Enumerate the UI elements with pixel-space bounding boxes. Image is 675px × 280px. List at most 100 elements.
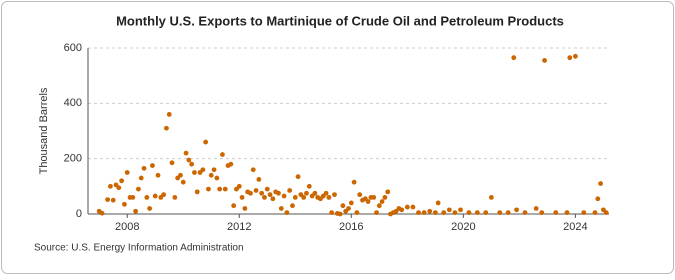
point [497,210,503,216]
x-tick-label: 2016 [339,221,363,233]
point [337,211,343,217]
point [133,208,139,214]
point [441,210,447,216]
point [301,195,307,200]
point [452,210,458,216]
point [432,210,438,216]
point [581,210,587,216]
point [446,207,452,213]
point [351,179,357,185]
point [354,210,360,216]
x-tick-label: 2020 [451,221,475,233]
point [116,185,122,191]
point [108,183,113,189]
point [522,210,528,216]
point [598,181,603,186]
point [119,178,125,184]
point [222,186,228,192]
frame [1,1,674,274]
point [287,188,293,193]
point [458,207,463,213]
point [483,210,489,216]
point [161,192,167,198]
y-tick-label: 600 [64,42,82,54]
point [270,196,276,202]
point [292,195,298,200]
point [312,190,318,196]
point [539,210,545,216]
point [603,210,609,216]
point [346,206,351,211]
point [250,167,256,173]
source: Source: U.S. Energy Information Administ… [34,243,244,254]
point [150,163,155,168]
point [152,193,158,199]
point [488,195,494,200]
point [329,210,335,216]
point [105,197,111,203]
point [166,112,172,117]
point [192,170,197,175]
point [340,203,346,209]
point [203,139,209,145]
point [427,208,433,214]
point [214,175,220,181]
x-tick-label: 2012 [227,221,251,233]
point [220,152,225,157]
point [259,190,265,196]
point [421,210,427,216]
point [326,195,332,200]
point [533,206,539,211]
y-tick-label: 400 [64,97,82,109]
point [144,195,150,200]
point [231,203,237,209]
point [399,207,405,213]
point [284,210,290,216]
point [306,183,312,189]
point [435,200,441,206]
chart-title: Monthly U.S. Exports to Martinique of Cr… [116,13,564,28]
point [542,58,547,63]
point [332,192,337,198]
point [147,206,153,211]
point [348,200,354,206]
point [141,165,147,171]
point [267,192,273,198]
point [416,210,421,216]
point [217,186,223,192]
point [374,210,379,216]
point [136,186,141,192]
point [189,161,195,167]
point [239,195,245,200]
point [200,167,206,173]
point [178,172,183,178]
point [253,188,259,193]
y-axis-label: Thousand Barrels [38,87,50,174]
point [474,210,480,216]
point [183,150,189,156]
point [511,55,517,61]
point [164,125,169,131]
point [323,190,329,196]
point [466,210,472,216]
point [514,207,519,213]
point [208,172,214,178]
point [592,210,598,216]
point [236,183,242,189]
point [264,186,270,192]
point [186,157,192,163]
point [99,210,105,216]
point [382,195,388,200]
point [371,195,377,200]
point [138,175,144,181]
point [276,190,281,196]
y-tick-label: 0 [76,208,82,220]
point [410,204,416,210]
point [304,190,309,196]
x-tick-label: 2024 [563,221,587,233]
point [278,206,284,211]
point [553,210,559,216]
point [256,177,262,182]
point [180,179,186,185]
